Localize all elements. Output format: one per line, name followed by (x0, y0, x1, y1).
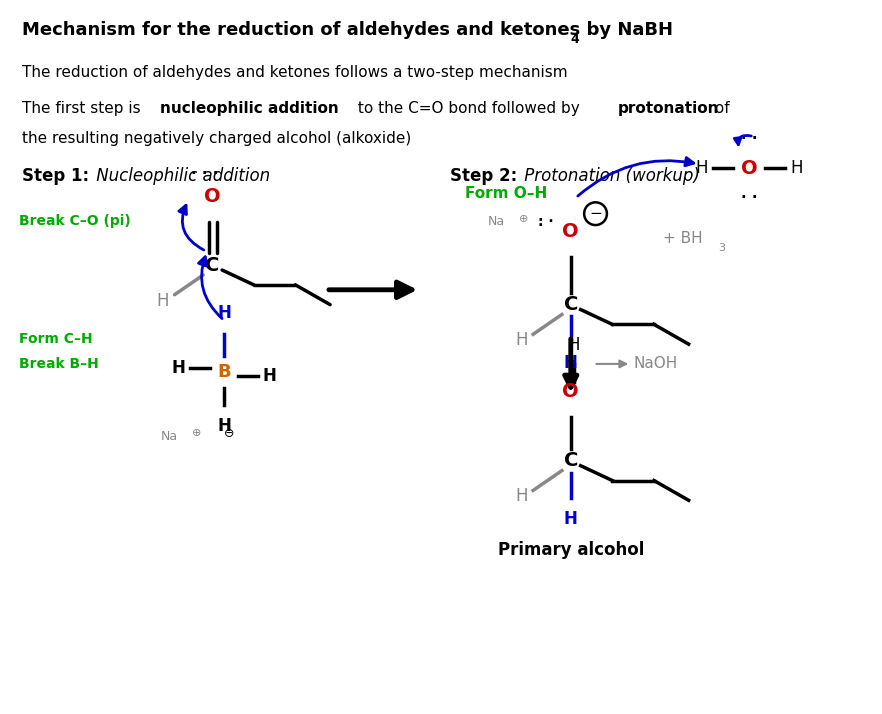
Text: The reduction of aldehydes and ketones follows a two-step mechanism: The reduction of aldehydes and ketones f… (22, 65, 568, 80)
Text: H: H (217, 304, 231, 323)
Text: H: H (156, 291, 169, 310)
Text: : ·: : · (538, 215, 554, 228)
Text: H: H (567, 336, 580, 354)
Text: 3: 3 (718, 243, 725, 253)
Text: nucleophilic addition: nucleophilic addition (161, 101, 339, 116)
Text: H: H (515, 331, 527, 349)
Text: Break B–H: Break B–H (19, 357, 99, 371)
Text: H: H (564, 354, 578, 372)
Text: B: B (217, 363, 231, 381)
Text: ⊖: ⊖ (224, 426, 235, 440)
Text: of: of (710, 101, 730, 116)
Text: C: C (564, 451, 578, 471)
Text: H: H (564, 511, 578, 528)
Text: Na: Na (488, 215, 505, 228)
Text: protonation: protonation (617, 101, 719, 116)
Text: ⊕: ⊕ (191, 428, 201, 438)
Text: Form C–H: Form C–H (19, 332, 93, 346)
Text: Nucleophilic addition: Nucleophilic addition (92, 167, 271, 185)
Text: ⊕: ⊕ (519, 213, 528, 223)
Text: the resulting negatively charged alcohol (alkoxide): the resulting negatively charged alcohol… (22, 131, 411, 146)
Text: H: H (172, 359, 185, 377)
Text: Protonation (workup): Protonation (workup) (519, 167, 700, 185)
Text: O: O (204, 187, 220, 206)
Text: Primary alcohol: Primary alcohol (497, 540, 644, 559)
Text: Step 1:: Step 1: (22, 167, 89, 185)
Text: · · ·: · · · (191, 166, 218, 181)
Text: Na: Na (161, 430, 178, 443)
Text: to the C=O bond followed by: to the C=O bond followed by (353, 101, 585, 116)
Text: NaOH: NaOH (633, 356, 677, 371)
Text: H: H (515, 488, 527, 506)
Text: O: O (741, 159, 758, 178)
Text: · ·: · · (741, 191, 758, 206)
Text: H: H (695, 159, 707, 177)
Text: Step 2:: Step 2: (450, 167, 517, 185)
Text: · ·: · · (741, 131, 758, 146)
Text: + BH: + BH (663, 231, 702, 246)
Text: −: − (589, 206, 602, 221)
Text: Form O–H: Form O–H (465, 186, 547, 201)
Text: Break C–O (pi): Break C–O (pi) (19, 213, 131, 228)
Text: 4: 4 (571, 34, 579, 46)
Text: O: O (563, 383, 579, 401)
Text: Mechanism for the reduction of aldehydes and ketones by NaBH: Mechanism for the reduction of aldehydes… (22, 21, 673, 39)
Text: H: H (217, 417, 231, 436)
Text: The first step is: The first step is (22, 101, 146, 116)
Text: H: H (790, 159, 803, 177)
Text: C: C (564, 295, 578, 314)
Text: H: H (263, 367, 277, 385)
Text: C: C (205, 256, 220, 275)
Text: O: O (563, 222, 579, 241)
